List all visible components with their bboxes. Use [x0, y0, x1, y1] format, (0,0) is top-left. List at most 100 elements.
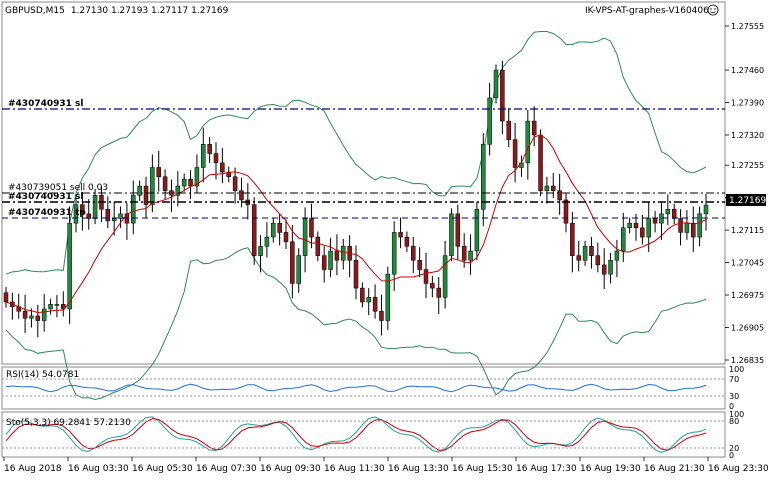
main-chart-panel[interactable] — [1, 1, 726, 365]
time-tick-label: 16 Aug 17:30 — [516, 464, 577, 474]
candle-body — [29, 315, 34, 319]
price-tick-label: 1.27555 — [731, 22, 764, 31]
candle-body — [207, 144, 212, 154]
candle-body — [296, 255, 301, 284]
candle-body — [181, 178, 187, 187]
stoch-panel[interactable] — [1, 411, 726, 458]
candle-body — [665, 208, 671, 215]
candle-body — [525, 120, 531, 164]
candle-body — [512, 139, 518, 168]
candle-body — [105, 208, 111, 222]
candle-body — [302, 218, 308, 256]
candle-body — [608, 260, 613, 275]
candle-body — [538, 134, 543, 191]
order-label-top: #430740931 sl — [8, 99, 83, 109]
bollinger-upper — [5, 31, 707, 275]
current-price-tag: 1.27169 — [726, 194, 766, 206]
candle-body — [474, 208, 480, 252]
candle-body — [391, 232, 397, 275]
stoch-d-line — [5, 418, 707, 451]
server-label: IK-VPS-AT-graphes-V160406 — [585, 6, 709, 16]
current-price-value: 1.27169 — [729, 196, 766, 206]
candle-body — [481, 144, 486, 210]
candle-body — [213, 153, 219, 164]
candle-body — [169, 190, 174, 196]
candle-body — [576, 255, 581, 261]
candle-body — [290, 241, 295, 284]
candle-body — [175, 185, 181, 196]
candle-body — [118, 213, 123, 219]
candle-body — [111, 218, 117, 222]
candle-body — [277, 222, 282, 233]
candle-body — [678, 218, 683, 233]
candle-body — [493, 69, 499, 99]
price-tick-label: 1.26975 — [731, 291, 764, 300]
candle-body — [436, 287, 441, 298]
candle-body — [283, 232, 289, 242]
candle-body — [468, 250, 473, 261]
candle-body — [544, 185, 550, 191]
rsi-label: RSI(14) 54.0781 — [6, 370, 79, 380]
smiley-icon — [707, 4, 719, 16]
candle-body — [557, 190, 562, 201]
candle-body — [601, 264, 607, 275]
candle-body — [80, 204, 85, 215]
candle-body — [430, 283, 435, 289]
price-axis[interactable]: 1.27555 1.27460 1.27390 1.27320 1.27255 1.271… — [725, 22, 764, 365]
price-tick-label: 1.27255 — [731, 161, 764, 170]
symbol-label: GBPUSD,M15 1.27130 1.27193 1.27117 1.2716… — [5, 6, 229, 16]
candle-body — [54, 304, 60, 306]
stoch-tick-20: 20 — [729, 444, 739, 453]
candle-body — [162, 176, 168, 191]
ma-line — [5, 134, 707, 314]
candle-body — [703, 204, 709, 215]
candle-body — [449, 213, 454, 256]
time-axis[interactable]: 16 Aug 2018 16 Aug 03:30 16 Aug 05:30 16 Au… — [3, 457, 768, 474]
candle-body — [48, 304, 53, 310]
price-tick-label: 1.27115 — [731, 226, 764, 235]
candle-body — [398, 232, 403, 238]
time-tick-label: 16 Aug 13:30 — [388, 464, 449, 474]
candle-body — [640, 227, 645, 238]
rsi-line — [5, 383, 707, 393]
candle-body — [671, 208, 677, 219]
candle-body — [595, 255, 601, 266]
rsi-panel[interactable] — [1, 366, 726, 410]
time-tick-label: 16 Aug 07:30 — [196, 464, 257, 474]
candle-body — [258, 246, 263, 256]
candle-body — [35, 315, 41, 321]
candle-body — [652, 218, 658, 224]
candle-body — [633, 222, 639, 229]
candle-body — [86, 213, 91, 219]
stoch-tick-0: 0 — [729, 451, 734, 460]
candle-body — [487, 97, 492, 145]
candle-body — [411, 246, 416, 261]
candle-body — [156, 167, 161, 178]
candle-body — [239, 190, 244, 201]
price-tick-label: 1.26835 — [731, 356, 764, 365]
time-tick-label: 16 Aug 05:30 — [132, 464, 193, 474]
rsi-tick-30: 30 — [729, 392, 739, 401]
stoch-tick-80: 80 — [729, 417, 739, 426]
candle-body — [551, 185, 556, 191]
candle-body — [627, 222, 632, 229]
candle-body — [315, 236, 321, 256]
candle-body — [582, 246, 588, 261]
candle-body — [188, 178, 193, 187]
candle-body — [353, 260, 359, 289]
moving-average — [5, 134, 707, 314]
candle-body — [92, 195, 98, 219]
time-tick-label: 16 Aug 2018 — [4, 464, 62, 474]
candle-body — [194, 167, 200, 187]
candle-body — [22, 311, 28, 319]
candle-body — [341, 246, 346, 261]
candle-body — [360, 287, 365, 303]
time-tick-label: 16 Aug 15:30 — [452, 464, 513, 474]
candle-body — [220, 162, 225, 173]
candle-body — [372, 297, 378, 312]
rsi-path — [5, 383, 707, 393]
candle-body — [379, 311, 384, 321]
candle-body — [404, 236, 410, 247]
candle-body — [334, 250, 340, 261]
